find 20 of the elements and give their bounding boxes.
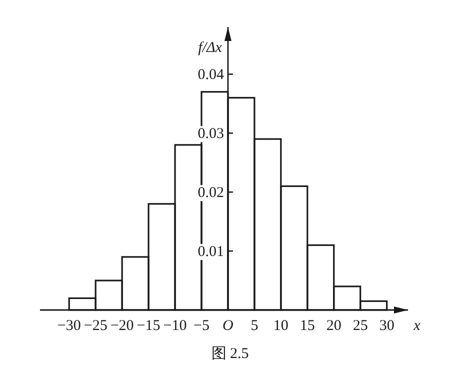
y-tick-label: 0.01 (198, 244, 224, 260)
x-tick-label: 10 (273, 318, 288, 334)
x-tick-label: O (222, 318, 234, 334)
x-tick-label: 5 (250, 318, 258, 334)
x-tick-label: 15 (300, 318, 315, 334)
y-tick-label: 0.03 (198, 126, 224, 142)
caption: 图 2.5 (211, 346, 249, 362)
y-tick-label: 0.02 (198, 185, 224, 202)
x-tick-label: −25 (84, 318, 108, 334)
x-tick-label: −10 (163, 318, 187, 334)
x-tick-label: −15 (136, 318, 160, 334)
x-tick-label: 20 (326, 318, 342, 334)
x-tick-label: −30 (57, 318, 81, 334)
x-axis-title: x (412, 318, 421, 334)
x-tick-label: −20 (110, 318, 134, 334)
y-axis-title: f/Δx (198, 40, 222, 56)
x-tick-label: 25 (352, 318, 368, 334)
x-tick-label: −5 (194, 318, 210, 334)
x-tick-label: 30 (379, 318, 394, 334)
y-tick-label: 0.04 (198, 67, 224, 84)
